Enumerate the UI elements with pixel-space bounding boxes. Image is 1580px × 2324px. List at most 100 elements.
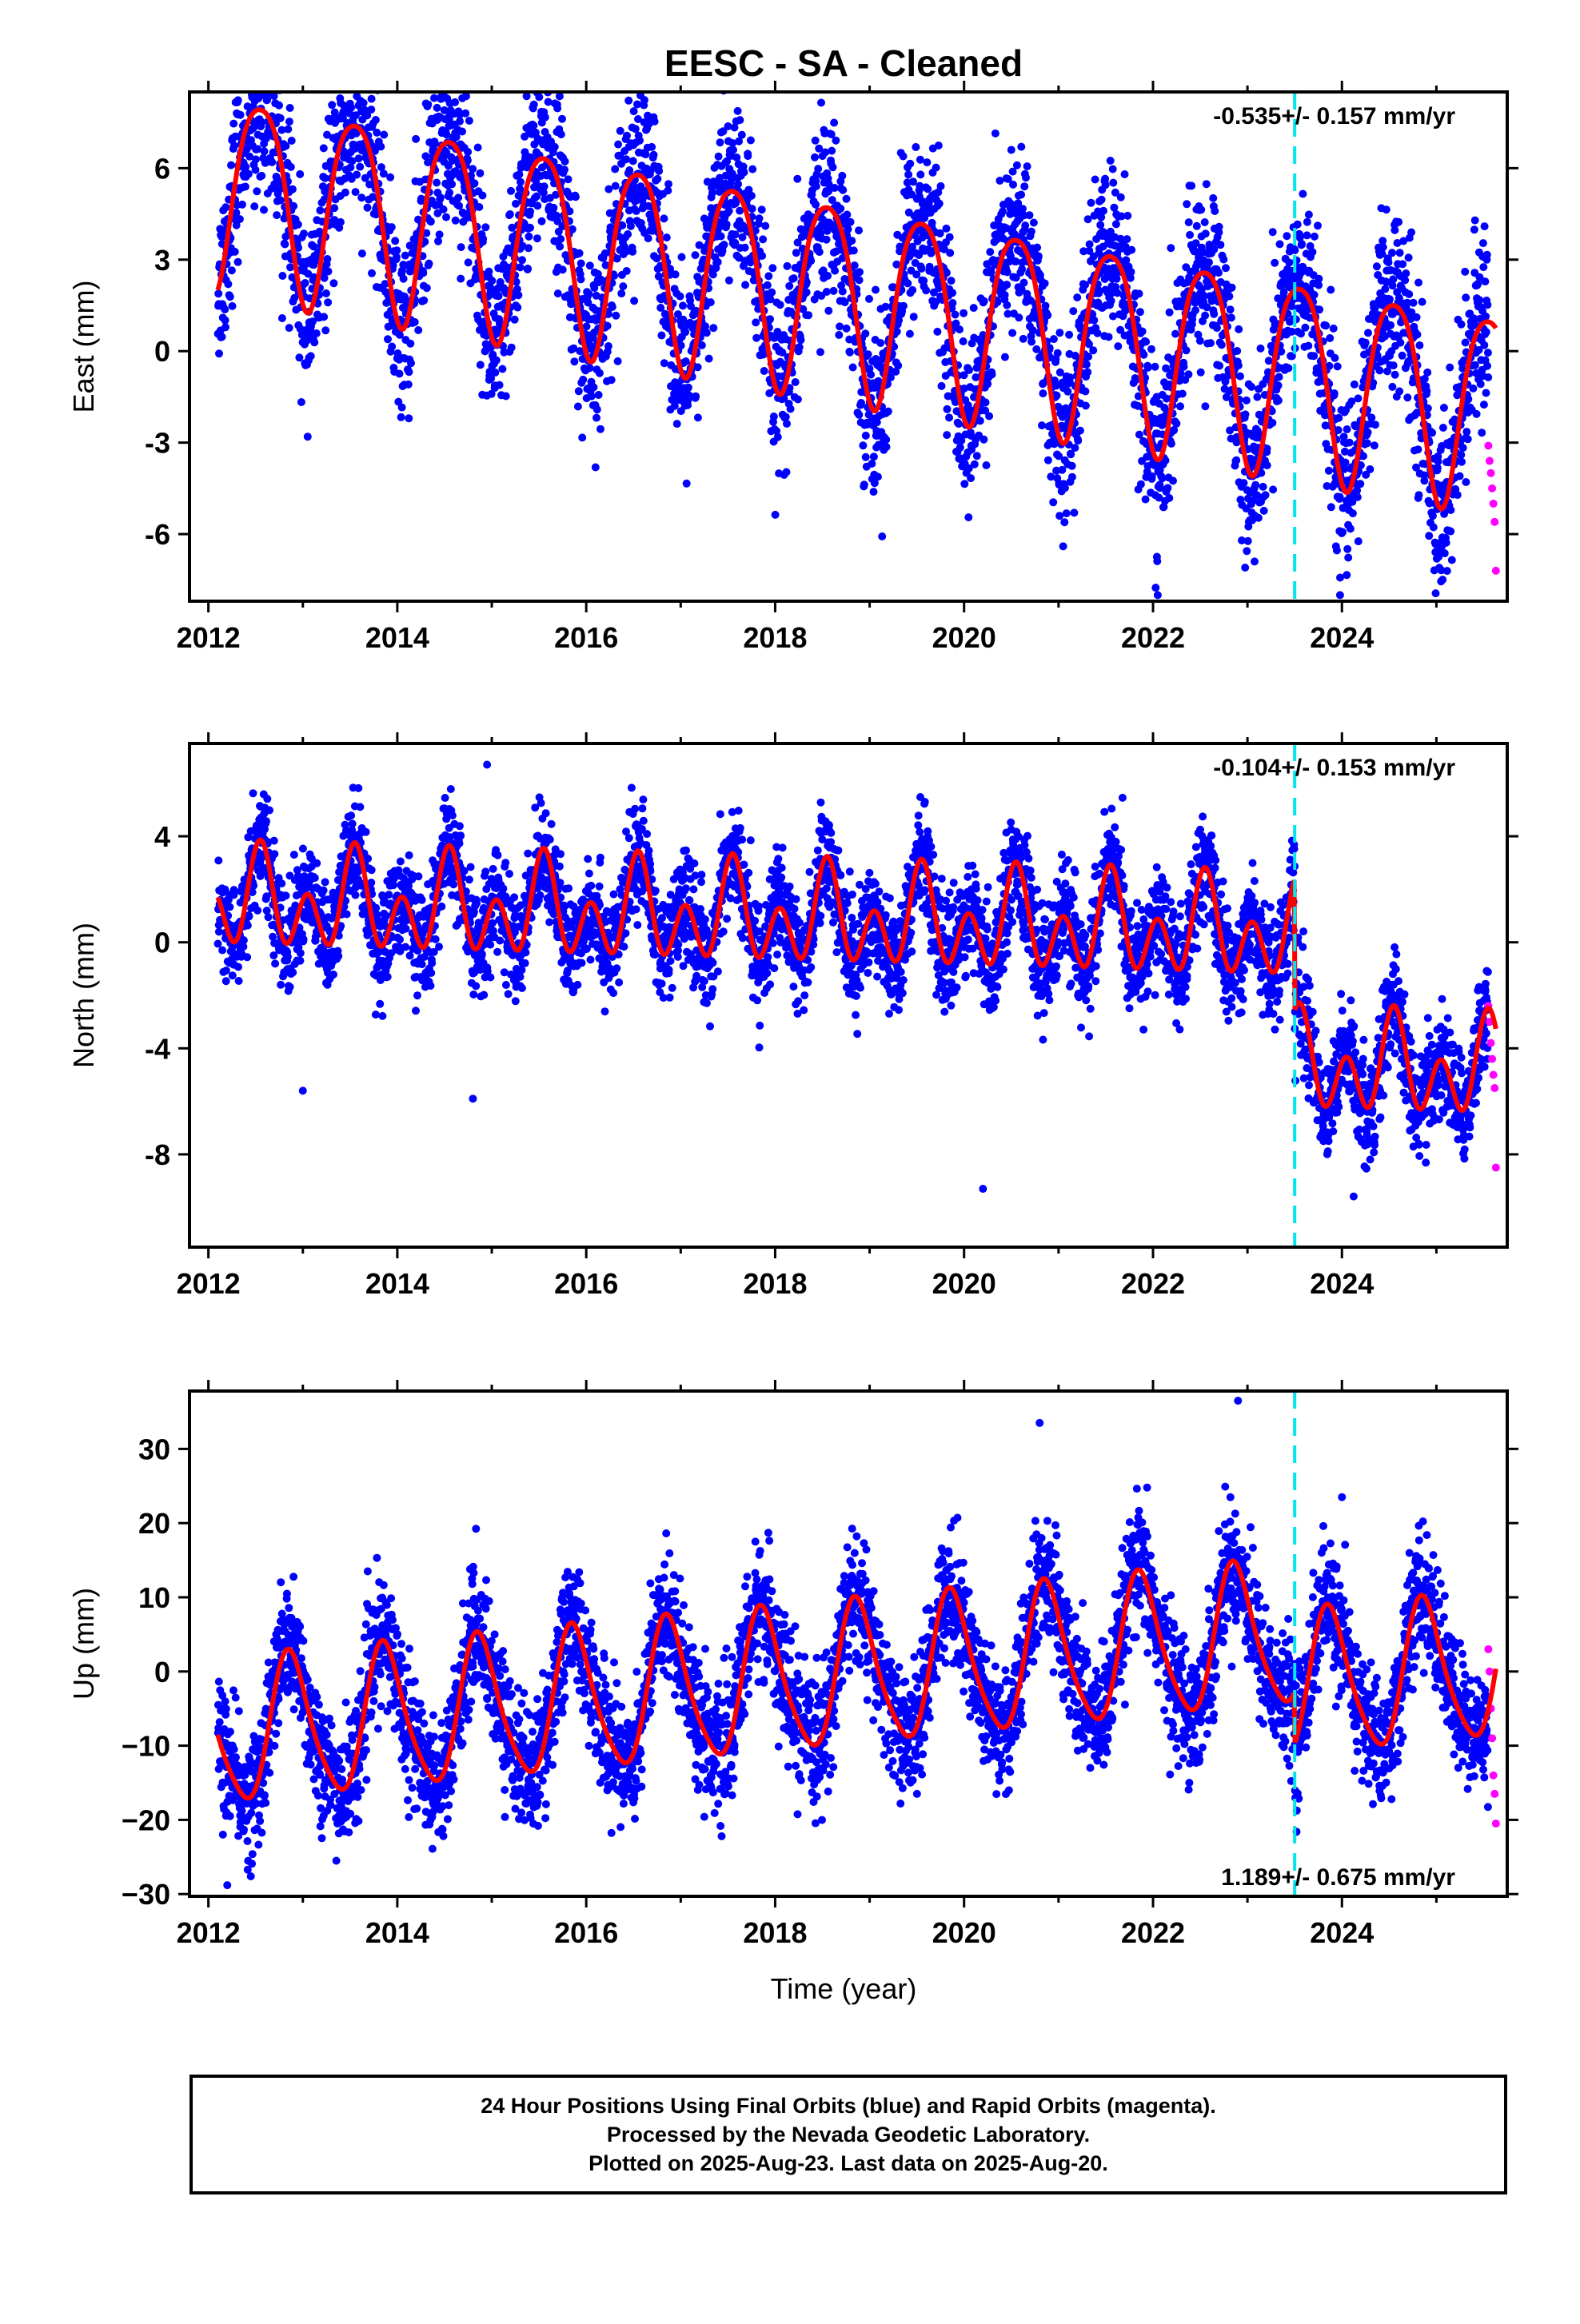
data-point (553, 105, 561, 113)
data-point (565, 175, 573, 183)
data-point (1225, 293, 1233, 301)
data-point (830, 119, 838, 127)
data-point (1461, 268, 1469, 276)
data-point (250, 202, 258, 210)
data-point (794, 396, 802, 404)
data-point (1071, 444, 1079, 452)
data-point (507, 187, 515, 195)
data-point (1301, 324, 1309, 332)
data-point (434, 237, 442, 245)
data-point (976, 417, 984, 425)
data-point (973, 452, 981, 460)
data-point (766, 315, 774, 323)
data-point (1428, 429, 1436, 436)
data-point (514, 291, 522, 299)
data-point (1172, 420, 1180, 428)
data-point (442, 213, 450, 221)
data-point (526, 208, 534, 216)
data-point (1382, 205, 1390, 213)
data-point (286, 983, 294, 991)
data-point (572, 193, 580, 201)
data-point (576, 249, 584, 257)
data-point (1443, 567, 1451, 575)
data-point (644, 234, 652, 242)
data-point (1099, 207, 1107, 215)
data-point (1233, 347, 1241, 355)
data-point (1351, 381, 1359, 389)
data-point (698, 341, 706, 349)
data-point (561, 157, 569, 165)
data-point (1381, 285, 1389, 293)
data-point (363, 75, 371, 83)
data-point (1055, 329, 1063, 337)
data-point (341, 189, 349, 197)
data-point (804, 311, 812, 319)
data-point (316, 206, 324, 214)
data-point (1469, 385, 1477, 393)
data-point (265, 913, 273, 921)
data-point (1167, 440, 1175, 448)
data-point (1375, 366, 1383, 374)
data-point (1398, 260, 1406, 268)
data-point (1255, 514, 1263, 522)
data-point (433, 179, 441, 187)
data-point (214, 940, 222, 948)
data-point (629, 157, 637, 165)
data-point (1243, 397, 1251, 405)
data-point (253, 81, 261, 89)
data-point (956, 444, 964, 452)
data-point (823, 236, 831, 244)
data-point (614, 357, 622, 365)
data-point (1186, 231, 1194, 239)
data-point (230, 886, 238, 894)
data-point (424, 101, 432, 109)
data-point (1262, 491, 1270, 499)
data-point (351, 63, 359, 71)
data-point (1481, 222, 1489, 230)
data-point (1211, 207, 1219, 215)
data-point (1394, 218, 1402, 226)
data-point (1414, 331, 1422, 339)
data-point (1201, 402, 1209, 410)
data-point (936, 200, 944, 208)
data-point (623, 267, 631, 275)
data-point (783, 420, 791, 428)
data-point (388, 223, 396, 231)
data-point (1284, 365, 1292, 373)
data-point (583, 322, 591, 330)
data-point (817, 99, 825, 107)
data-point (1456, 472, 1464, 480)
data-point (1073, 293, 1081, 301)
data-point (1063, 388, 1071, 396)
data-point (1084, 353, 1092, 361)
data-point (703, 329, 711, 337)
data-point (491, 369, 499, 377)
data-point (1218, 341, 1226, 349)
data-point (263, 795, 271, 803)
data-point (245, 75, 253, 83)
data-point (1311, 291, 1319, 299)
data-point (250, 15, 258, 23)
data-point (848, 237, 856, 245)
data-point (660, 359, 668, 367)
data-point (1179, 390, 1187, 398)
data-point (1285, 259, 1293, 267)
data-point (632, 72, 640, 80)
data-point (1407, 229, 1415, 237)
data-point (278, 314, 286, 322)
data-point (218, 333, 226, 341)
data-point (325, 268, 333, 276)
data-point (296, 957, 304, 965)
data-point (256, 34, 264, 42)
data-point (1227, 313, 1235, 321)
data-point (1385, 258, 1393, 266)
data-point (1096, 221, 1104, 229)
data-point (1366, 465, 1374, 473)
data-point (1354, 493, 1362, 501)
data-point (1017, 143, 1025, 151)
data-point (1386, 295, 1394, 303)
rapid-orbit-point (1487, 469, 1495, 477)
data-point (554, 289, 562, 297)
data-point (906, 160, 914, 168)
